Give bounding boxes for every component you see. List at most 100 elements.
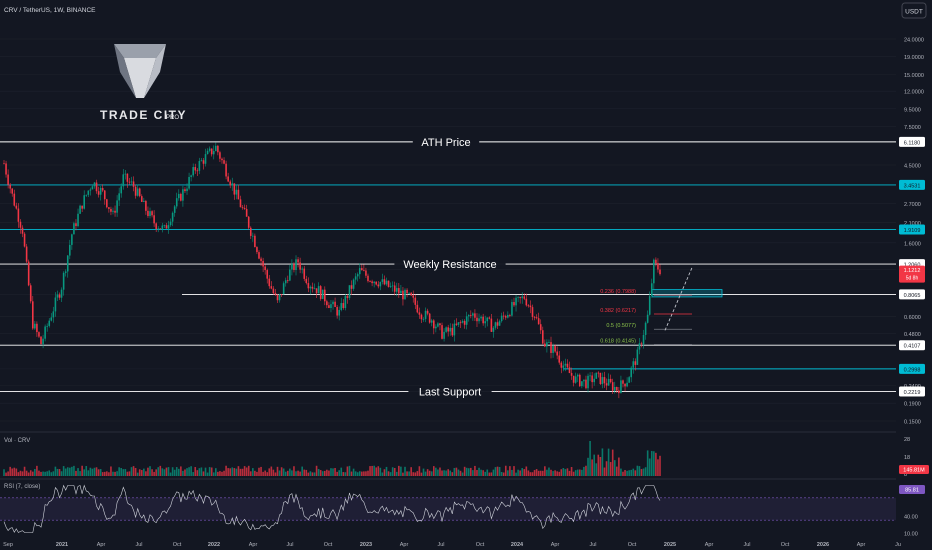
volume-bar [223, 470, 225, 476]
candle-body [478, 318, 480, 322]
candle-body [223, 160, 225, 164]
volume-bar [634, 470, 637, 476]
volume-bar [44, 471, 46, 476]
volume-bar [624, 470, 626, 476]
candle-body [173, 206, 176, 213]
volume-bar [646, 450, 649, 476]
candle-body [136, 188, 139, 196]
candle-body [552, 345, 554, 353]
volume-bar [221, 471, 223, 476]
candle-body [56, 294, 59, 298]
candle-body [295, 259, 297, 270]
volume-bar [206, 472, 209, 476]
candle-body [507, 315, 509, 318]
candle-body [597, 372, 600, 374]
candle-body [71, 234, 73, 245]
volume-bar [202, 471, 205, 476]
volume-bar [153, 471, 155, 476]
volume-bar [282, 468, 285, 476]
candle-body [336, 306, 338, 316]
volume-bar [97, 469, 100, 476]
candle-body [461, 321, 464, 323]
candle-body [301, 268, 303, 270]
time-tick-label: 2025 [664, 542, 676, 548]
volume-bar [247, 465, 250, 476]
volume-bar [196, 470, 199, 476]
volume-bar [511, 469, 513, 476]
candle-body [50, 317, 53, 321]
volume-last-badge [899, 465, 929, 474]
volume-bar [379, 467, 382, 476]
candle-body [465, 316, 468, 325]
volume-bar [344, 472, 347, 476]
time-tick-label: 2024 [511, 542, 524, 548]
candle-body [377, 284, 380, 287]
time-tick-label: 2021 [56, 542, 68, 548]
volume-bar [358, 471, 361, 476]
volume-bar [424, 471, 427, 476]
logo-top-face [114, 44, 166, 58]
volume-bar [126, 471, 129, 476]
time-tick-label: Oct [173, 542, 182, 548]
volume-bar [416, 471, 419, 476]
volume-bar [192, 472, 194, 476]
volume-bar [56, 468, 59, 476]
candle-body [140, 196, 143, 202]
volume-bar [130, 467, 133, 476]
level-axis-label: 3.4531 [904, 183, 921, 189]
level-axis-badge [899, 363, 925, 374]
candle-body [54, 297, 57, 312]
volume-bar [541, 470, 544, 476]
volume-bar [529, 472, 532, 476]
candle-body [472, 313, 474, 316]
volume-bar [367, 470, 369, 476]
candle-body [270, 286, 273, 289]
volume-bar [574, 470, 577, 476]
volume-bar [66, 467, 69, 476]
price-tick-label: 0.1500 [904, 420, 921, 426]
level-label: Weekly Resistance [403, 259, 496, 271]
candle-body [159, 228, 162, 230]
volume-bar [391, 467, 394, 476]
candle-body [155, 223, 157, 230]
candle-body [593, 378, 595, 383]
volume-tick-label: 28 [904, 437, 910, 443]
candle-body [258, 252, 260, 259]
candle-body [7, 174, 9, 185]
candle-body [186, 188, 188, 192]
candle-body [249, 227, 252, 236]
candle-body [410, 292, 412, 296]
volume-bar [576, 469, 579, 476]
volume-bar [157, 467, 160, 476]
volume-bar [252, 468, 254, 476]
candle-body [219, 152, 221, 159]
time-tick-label: Apr [705, 542, 714, 548]
candle-body [202, 160, 205, 164]
candle-body [64, 271, 67, 273]
candle-body [243, 207, 246, 209]
candle-body [358, 268, 361, 275]
volume-bar [272, 469, 275, 476]
candle-body [305, 278, 308, 284]
volume-bar [365, 471, 367, 476]
currency-button[interactable] [901, 2, 927, 19]
volume-bar [89, 467, 92, 476]
candle-body [511, 302, 513, 316]
volume-bar [167, 467, 170, 476]
candle-body [169, 221, 172, 226]
volume-bar [472, 470, 474, 476]
volume-bar [180, 466, 182, 476]
candle-body [27, 261, 30, 286]
candle-body [114, 210, 116, 213]
candle-body [274, 293, 277, 295]
rsi-panel [0, 484, 896, 533]
candle-body [445, 327, 447, 332]
candle-body [40, 336, 42, 345]
volume-bar [445, 470, 447, 476]
candle-body [241, 207, 244, 208]
candle-body [630, 367, 633, 378]
trade-city-logo: TRADE CITY PRO [100, 44, 186, 122]
volume-bar [200, 467, 203, 476]
volume-bar [9, 466, 11, 476]
volume-bar [256, 471, 258, 476]
